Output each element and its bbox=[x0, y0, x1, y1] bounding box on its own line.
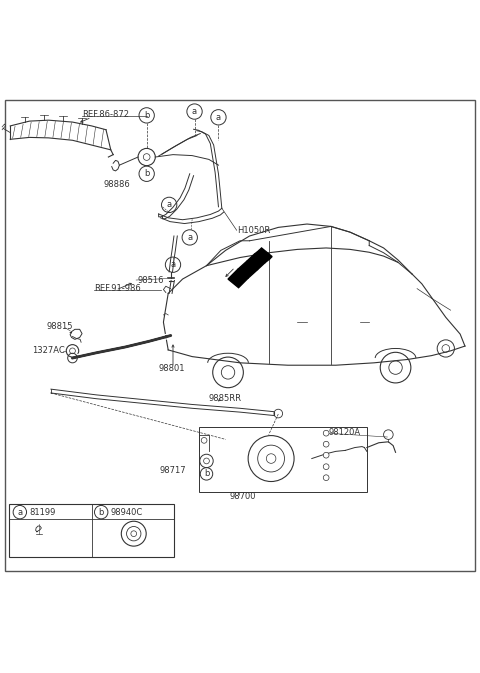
Text: 1327AC: 1327AC bbox=[32, 347, 64, 355]
Text: b: b bbox=[204, 469, 209, 479]
Polygon shape bbox=[254, 250, 270, 262]
Text: b: b bbox=[98, 507, 104, 517]
Text: H1050R: H1050R bbox=[238, 225, 271, 235]
Bar bbox=[9, 504, 174, 557]
Text: 98717: 98717 bbox=[160, 466, 186, 475]
Text: a: a bbox=[192, 107, 197, 116]
Text: b: b bbox=[144, 111, 149, 120]
Text: a: a bbox=[170, 260, 176, 269]
Polygon shape bbox=[259, 248, 272, 259]
Text: 9885RR: 9885RR bbox=[209, 394, 242, 403]
Circle shape bbox=[323, 452, 329, 458]
Polygon shape bbox=[238, 261, 258, 278]
Text: a: a bbox=[17, 507, 23, 517]
Circle shape bbox=[323, 441, 329, 447]
Text: b: b bbox=[144, 170, 149, 178]
Text: a: a bbox=[187, 233, 192, 242]
Polygon shape bbox=[228, 269, 248, 287]
Circle shape bbox=[323, 475, 329, 481]
Text: 98815: 98815 bbox=[46, 322, 72, 331]
Circle shape bbox=[323, 464, 329, 470]
Text: 98940C: 98940C bbox=[111, 507, 143, 517]
Circle shape bbox=[323, 430, 329, 436]
Bar bbox=[199, 427, 367, 492]
Text: 98801: 98801 bbox=[158, 364, 185, 373]
Text: 98120A: 98120A bbox=[328, 428, 360, 437]
Text: 81199: 81199 bbox=[29, 507, 56, 517]
Text: REF.86-872: REF.86-872 bbox=[82, 110, 129, 119]
Text: 98700: 98700 bbox=[229, 493, 256, 501]
Text: 98516: 98516 bbox=[137, 275, 164, 285]
Text: 98886: 98886 bbox=[104, 180, 131, 189]
Text: REF.91-986: REF.91-986 bbox=[94, 284, 141, 293]
Text: a: a bbox=[167, 201, 172, 209]
Text: a: a bbox=[216, 113, 221, 122]
Polygon shape bbox=[247, 254, 265, 269]
